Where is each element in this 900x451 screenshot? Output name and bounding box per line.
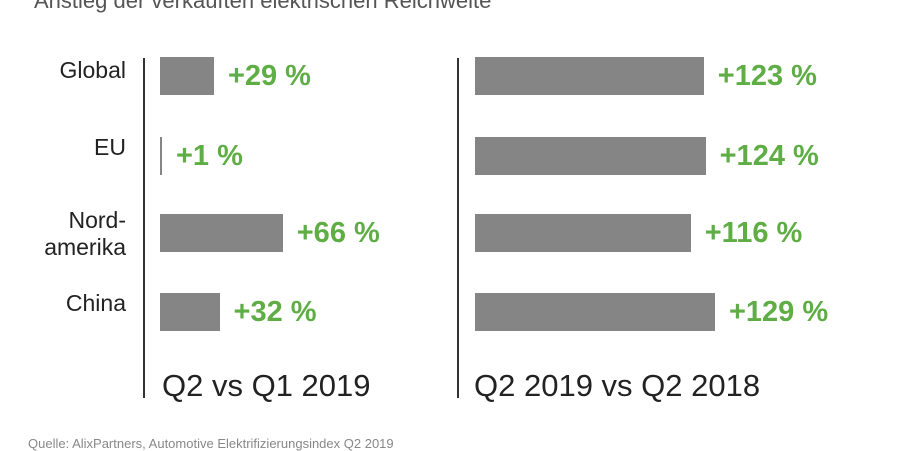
- left-value-label-1: +1 %: [176, 140, 243, 172]
- left-value-label-2: +66 %: [296, 217, 380, 249]
- right-panel-label: Q2 2019 vs Q2 2018: [474, 368, 761, 403]
- left-bar-3: [160, 293, 220, 331]
- left-value-label-3: +32 %: [233, 296, 317, 328]
- category-label-nordamerika: Nord- amerika: [44, 207, 126, 260]
- right-bar-2: [475, 214, 691, 252]
- right-value-label-0: +123 %: [717, 60, 817, 92]
- source-note: Quelle: AlixPartners, Automotive Elektri…: [28, 436, 394, 451]
- left-value-label-0: +29 %: [227, 60, 311, 92]
- right-value-label-3: +129 %: [728, 296, 829, 328]
- left-panel-label: Q2 vs Q1 2019: [162, 368, 371, 403]
- left-bar-2: [160, 214, 283, 252]
- right-value-label-1: +124 %: [719, 140, 819, 172]
- category-label-china: China: [65, 290, 126, 316]
- category-label-global: Global: [59, 57, 126, 83]
- right-value-label-2: +116 %: [704, 217, 803, 249]
- right-panel-axis: [457, 58, 459, 398]
- right-bar-0: [475, 57, 704, 95]
- chart-title: Anstieg der verkauften elektrischen Reic…: [34, 0, 492, 13]
- left-bar-0: [160, 57, 214, 95]
- category-label-eu: EU: [94, 134, 126, 160]
- right-bar-3: [475, 293, 715, 331]
- right-bar-1: [475, 137, 706, 175]
- left-bar-1: [160, 137, 162, 175]
- left-panel-axis: [143, 58, 145, 398]
